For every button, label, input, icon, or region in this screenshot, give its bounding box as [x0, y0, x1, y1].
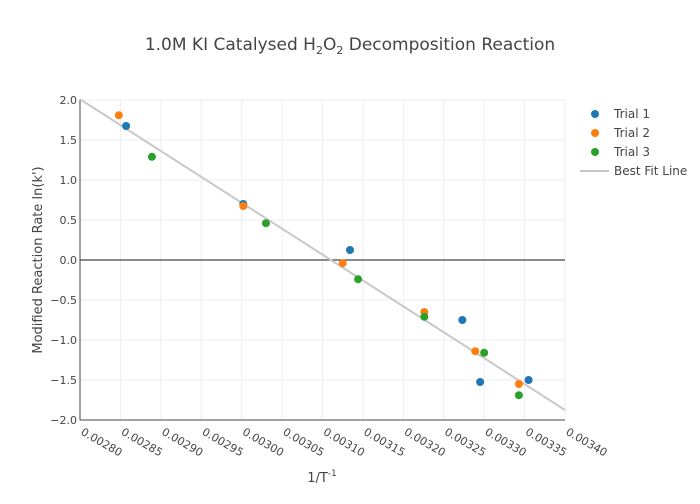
data-point-trial-2	[338, 259, 347, 268]
legend-label: Trial 1	[613, 107, 650, 121]
data-point-trial-3	[147, 152, 156, 161]
data-point-trial-1	[458, 316, 467, 324]
y-tick-label: 1.5	[60, 134, 78, 147]
x-tick-label: 0.00290	[159, 425, 205, 459]
legend: Trial 1 Trial 2 Trial 3 Best Fit Line	[580, 107, 687, 178]
x-tick-label: 0.00325	[442, 425, 488, 459]
legend-label: Trial 3	[613, 145, 650, 159]
legend-marker	[591, 110, 599, 118]
legend-marker	[591, 129, 599, 137]
y-tick-label: −1.5	[50, 374, 77, 387]
x-tick-label: 0.00300	[240, 425, 286, 459]
y-tick-label: −2.0	[50, 414, 77, 427]
data-point-trial-3	[420, 312, 429, 321]
x-tick-label: 0.00330	[483, 425, 529, 459]
data-point-trial-1	[524, 376, 533, 384]
y-tick-label: 0.5	[60, 214, 78, 227]
data-point-trial-2	[114, 111, 123, 120]
chart-title: 1.0M KI Catalysed H2O2 Decomposition Rea…	[145, 35, 555, 57]
data-point-trial-3	[480, 348, 489, 357]
x-tick-label: 0.00320	[402, 425, 448, 459]
data-point-trial-3	[261, 219, 270, 228]
y-tick-label: 1.0	[60, 174, 78, 187]
y-tick-label: −1.0	[50, 334, 77, 347]
data-point-trial-2	[471, 347, 480, 356]
x-tick-label: 0.00295	[200, 425, 246, 459]
legend-label: Best Fit Line	[614, 164, 687, 178]
data-point-trial-2	[239, 202, 248, 210]
data-point-trial-1	[122, 122, 131, 130]
y-tick-label: 2.0	[60, 94, 78, 107]
x-tick-label: 0.00310	[321, 425, 367, 459]
data-point-trial-3	[514, 391, 523, 400]
x-tick-label: 0.00305	[281, 425, 327, 459]
legend-label: Trial 2	[613, 126, 650, 140]
y-tick-label: 0.0	[60, 254, 78, 267]
legend-marker	[591, 148, 599, 156]
x-tick-label: 0.00280	[79, 425, 125, 459]
x-tick-label: 0.00335	[523, 425, 569, 459]
x-tick-label: 0.00340	[564, 425, 610, 459]
x-tick-label: 0.00315	[361, 425, 407, 459]
data-point-trial-1	[345, 246, 354, 254]
best-fit-line	[79, 98, 566, 411]
y-axis-label: Modified Reaction Rate ln(k')	[31, 166, 46, 353]
data-point-trial-3	[354, 275, 363, 284]
data-point-trial-1	[476, 378, 485, 386]
data-point-trial-2	[514, 380, 523, 388]
x-axis-label: 1/T-1	[307, 469, 337, 486]
y-tick-label: −0.5	[50, 294, 77, 307]
x-tick-label: 0.00285	[119, 425, 165, 459]
